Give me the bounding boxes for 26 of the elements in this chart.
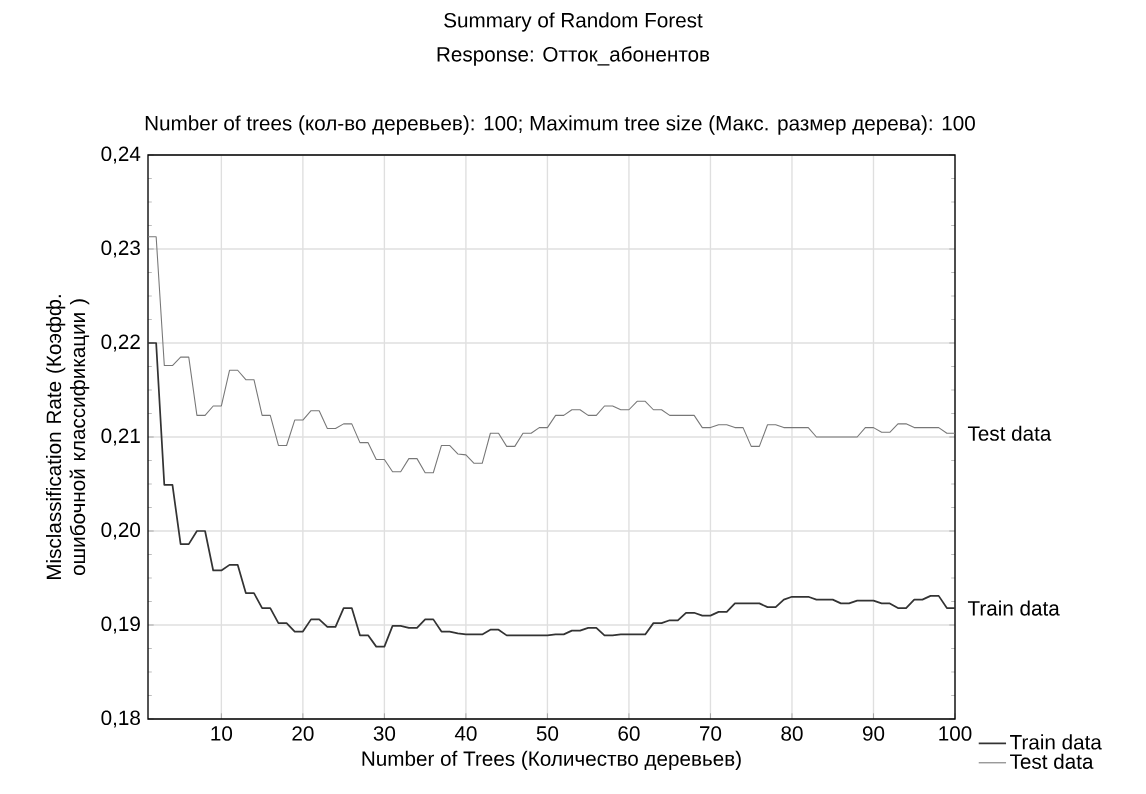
x-tick-label: 50: [536, 726, 559, 741]
y-axis-title: Misclassification Rate (Коэфф. ошибочной классификации ): [45, 295, 90, 580]
x-tick-label: 20: [292, 726, 314, 741]
legend-label: Train data: [1010, 734, 1102, 750]
annotation: Train data: [967, 600, 1060, 616]
annotation: Test data: [967, 425, 1052, 441]
y-tick-label: 0,24: [101, 146, 141, 164]
x-axis-title: Number of Trees (Количество деревьев): [362, 750, 741, 771]
y-tick-label: 0,19: [101, 616, 140, 634]
y-tick-label: 0,18: [101, 710, 140, 728]
x-tick-label: 60: [618, 726, 640, 741]
y-tick-label: 0,20: [101, 522, 141, 540]
x-tick-label: 40: [454, 726, 477, 741]
x-tick-label: 70: [700, 726, 722, 741]
x-tick-label: 80: [781, 726, 803, 741]
y-tick-label: 0,21: [101, 428, 140, 446]
legend-label: Test data: [1010, 753, 1094, 769]
chart-subtitle: Response: Отток_абонентов: [437, 46, 710, 66]
y-tick-label: 0,23: [101, 240, 140, 258]
chart-title: Summary of Random Forest: [444, 12, 703, 32]
text: Number of trees (кол-во деревьев): 100; Maximum tree size (Макс. размер дерева): 100: [145, 115, 975, 135]
x-tick-label: 100: [939, 726, 972, 741]
x-tick-label: 30: [373, 726, 396, 741]
x-tick-label: 10: [211, 726, 233, 741]
y-tick-label: 0,22: [101, 334, 140, 352]
x-tick-label: 90: [862, 726, 885, 741]
